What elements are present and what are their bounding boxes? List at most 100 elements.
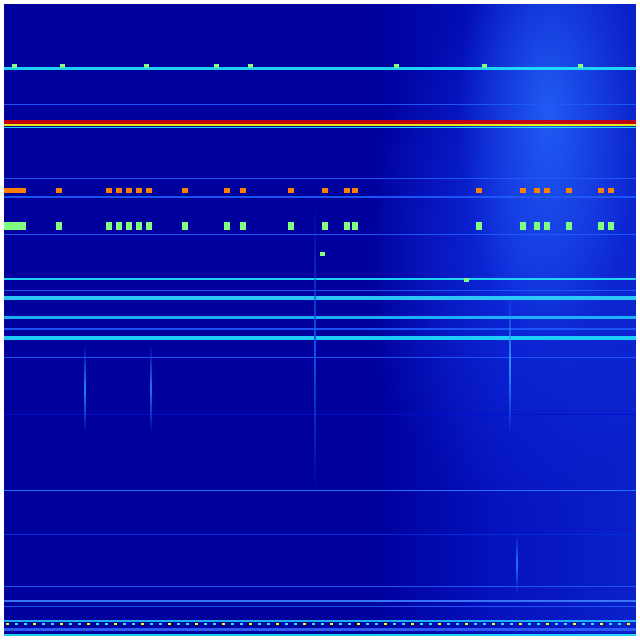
heatmap-bottom-speckle (546, 623, 549, 625)
heatmap-bottom-speckle (177, 623, 180, 625)
heatmap-bottom-speckle (267, 623, 270, 625)
heatmap-bottom-speckle (384, 623, 387, 625)
heatmap-bottom-speckle (294, 623, 297, 625)
heatmap-bottom-speckle (600, 623, 603, 625)
heatmap-hotspot (248, 64, 253, 68)
heatmap-hotspot (126, 188, 132, 193)
heatmap-bottom-speckle (141, 623, 144, 625)
heatmap-bottom-speckle (204, 623, 207, 625)
heatmap-hotspot (126, 222, 132, 230)
heatmap-column-streak (150, 344, 152, 434)
heatmap-hotspot (12, 188, 26, 193)
heatmap-bottom-speckle (474, 623, 477, 625)
heatmap-bottom-speckle (132, 623, 135, 625)
heatmap-bottom-speckle (591, 623, 594, 625)
heatmap-row-band (4, 357, 636, 358)
heatmap-hotspot (322, 222, 328, 230)
heatmap-hotspot (136, 222, 142, 230)
heatmap-bottom-speckle (411, 623, 414, 625)
heatmap-bottom-speckle (231, 623, 234, 625)
heatmap-row-band (4, 600, 636, 602)
heatmap-hotspot (136, 188, 142, 193)
heatmap-column-streak (509, 294, 511, 434)
heatmap-row-band (4, 490, 636, 491)
heatmap-bottom-speckle (6, 623, 9, 625)
heatmap-hotspot (394, 64, 399, 68)
heatmap-hotspot (520, 188, 526, 193)
heatmap-hotspot (60, 64, 65, 68)
heatmap-high-intensity-region (4, 4, 636, 636)
heatmap-bottom-speckle (69, 623, 72, 625)
heatmap-row-band (4, 414, 636, 415)
heatmap-hotspot (464, 278, 469, 282)
heatmap-bottom-speckle (105, 623, 108, 625)
heatmap-hotspot (544, 222, 550, 230)
heatmap-bottom-speckle (24, 623, 27, 625)
heatmap-row-band (4, 586, 636, 587)
heatmap-bottom-speckle (78, 623, 81, 625)
heatmap-hotspot (482, 64, 487, 68)
heatmap-bottom-speckle (348, 623, 351, 625)
heatmap-bottom-speckle (186, 623, 189, 625)
heatmap-hotspot (344, 222, 350, 230)
heatmap-bottom-speckle (51, 623, 54, 625)
heatmap-hotspot (56, 222, 62, 230)
heatmap-bottom-speckle (33, 623, 36, 625)
heatmap-bottom-speckle (285, 623, 288, 625)
heatmap-bottom-speckle (15, 623, 18, 625)
heatmap-hotspot (344, 188, 350, 193)
heatmap-hotspot (322, 188, 328, 193)
heatmap-bottom-speckle (258, 623, 261, 625)
heatmap-bottom-speckle (537, 623, 540, 625)
heatmap-bottom-speckle (339, 623, 342, 625)
heatmap-hotspot (116, 222, 122, 230)
heatmap-column-streak (84, 344, 86, 434)
heatmap-bottom-speckle (150, 623, 153, 625)
heatmap-row-band (4, 534, 636, 535)
heatmap-hotspot (146, 188, 152, 193)
heatmap-bottom-speckle (609, 623, 612, 625)
heatmap-bottom-speckle (402, 623, 405, 625)
heatmap-hotspot (520, 222, 526, 230)
heatmap-row-band (4, 316, 636, 319)
heatmap-hotspot (598, 188, 604, 193)
heatmap-row-band (4, 634, 636, 636)
heatmap-bottom-speckle (213, 623, 216, 625)
heatmap-bottom-speckle (447, 623, 450, 625)
heatmap-bottom-speckle (123, 623, 126, 625)
heatmap-bottom-speckle (465, 623, 468, 625)
heatmap-row-band (4, 290, 636, 291)
heatmap-row-band (4, 196, 636, 198)
heatmap-bottom-speckle (483, 623, 486, 625)
heatmap-hotspot (144, 64, 149, 68)
heatmap-bottom-speckle (618, 623, 621, 625)
heatmap-bottom-speckle (366, 623, 369, 625)
heatmap-row-band (4, 606, 636, 607)
heatmap-hotspot (608, 222, 614, 230)
heatmap-bottom-speckle (240, 623, 243, 625)
heatmap-row-band (4, 296, 636, 300)
heatmap-hotspot (224, 222, 230, 230)
heatmap-bottom-speckle (114, 623, 117, 625)
heatmap-hotspot (578, 64, 583, 68)
heatmap-hotspot (476, 188, 482, 193)
heatmap-hotspot (476, 222, 482, 230)
heatmap-row-band (4, 628, 636, 631)
heatmap-hotspot (106, 222, 112, 230)
heatmap-hotspot (146, 222, 152, 230)
heatmap-hotspot (534, 222, 540, 230)
heatmap-bottom-speckle (375, 623, 378, 625)
heatmap-bottom-speckle (573, 623, 576, 625)
heatmap-hotspot (4, 222, 18, 230)
heatmap-bottom-speckle (519, 623, 522, 625)
heatmap-hotspot (240, 188, 246, 193)
heatmap-hotspot (182, 222, 188, 230)
heatmap-bottom-speckle (312, 623, 315, 625)
heatmap-hotspot (288, 188, 294, 193)
heatmap-bottom-speckle (438, 623, 441, 625)
heatmap-hotspot (224, 188, 230, 193)
heatmap-hotspot (116, 188, 122, 193)
heatmap-column-streak (314, 204, 316, 494)
heatmap-hotspot (534, 188, 540, 193)
heatmap-hotspot (214, 64, 219, 68)
